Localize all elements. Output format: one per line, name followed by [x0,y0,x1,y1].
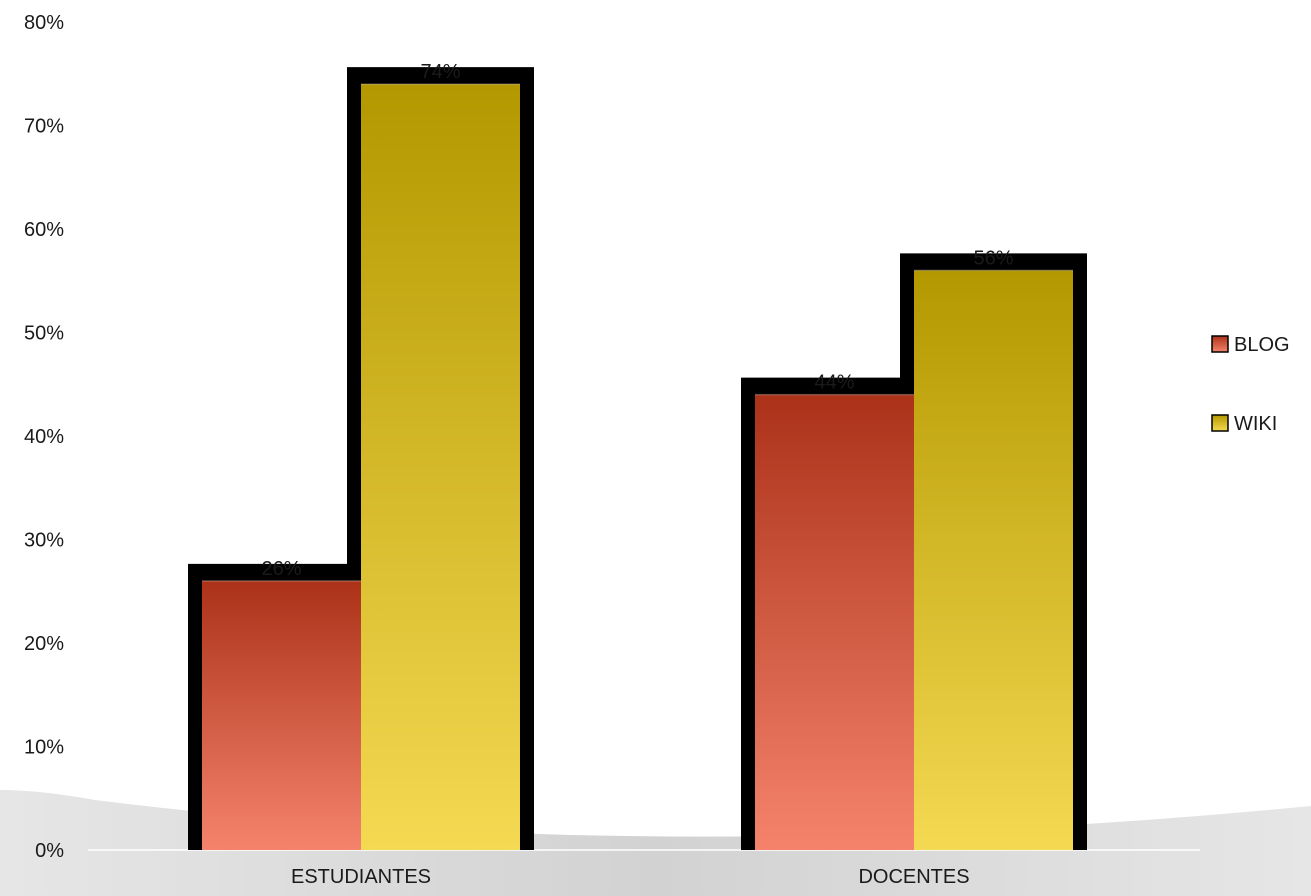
y-tick-label: 30% [24,530,64,552]
background-swoosh-shape [0,790,1311,896]
y-tick-label: 0% [35,840,64,862]
legend-swatch-wiki [1211,414,1229,432]
y-tick-label: 10% [24,737,64,759]
background-swoosh [0,790,1311,896]
y-tick-label: 50% [24,323,64,345]
legend-swatch-blog [1211,335,1229,353]
bar-wiki-estudiantes [361,84,520,851]
data-label: 56% [973,247,1013,269]
data-labels: 26% 74% 44% 56% [261,61,1013,580]
bar-blog-estudiantes [202,580,361,850]
y-tick-label: 60% [24,219,64,241]
bars [188,67,1087,851]
y-tick-label: 40% [24,426,64,448]
legend: BLOG WIKI [1211,334,1290,435]
y-tick-label: 80% [24,12,64,34]
y-axis-ticks: 0% 10% 20% 30% 40% 50% 60% 70% 80% [24,12,64,862]
data-label: 44% [814,372,854,394]
bar-blog-docentes [755,394,914,850]
category-label: ESTUDIANTES [291,866,431,888]
legend-label-blog: BLOG [1234,334,1290,356]
x-axis-categories: ESTUDIANTES DOCENTES [291,866,970,888]
y-tick-label: 20% [24,633,64,655]
bar-wiki-docentes [914,270,1073,850]
data-label: 26% [261,558,301,580]
y-tick-label: 70% [24,116,64,138]
data-label: 74% [420,61,460,83]
legend-label-wiki: WIKI [1234,413,1277,435]
category-label: DOCENTES [858,866,969,888]
